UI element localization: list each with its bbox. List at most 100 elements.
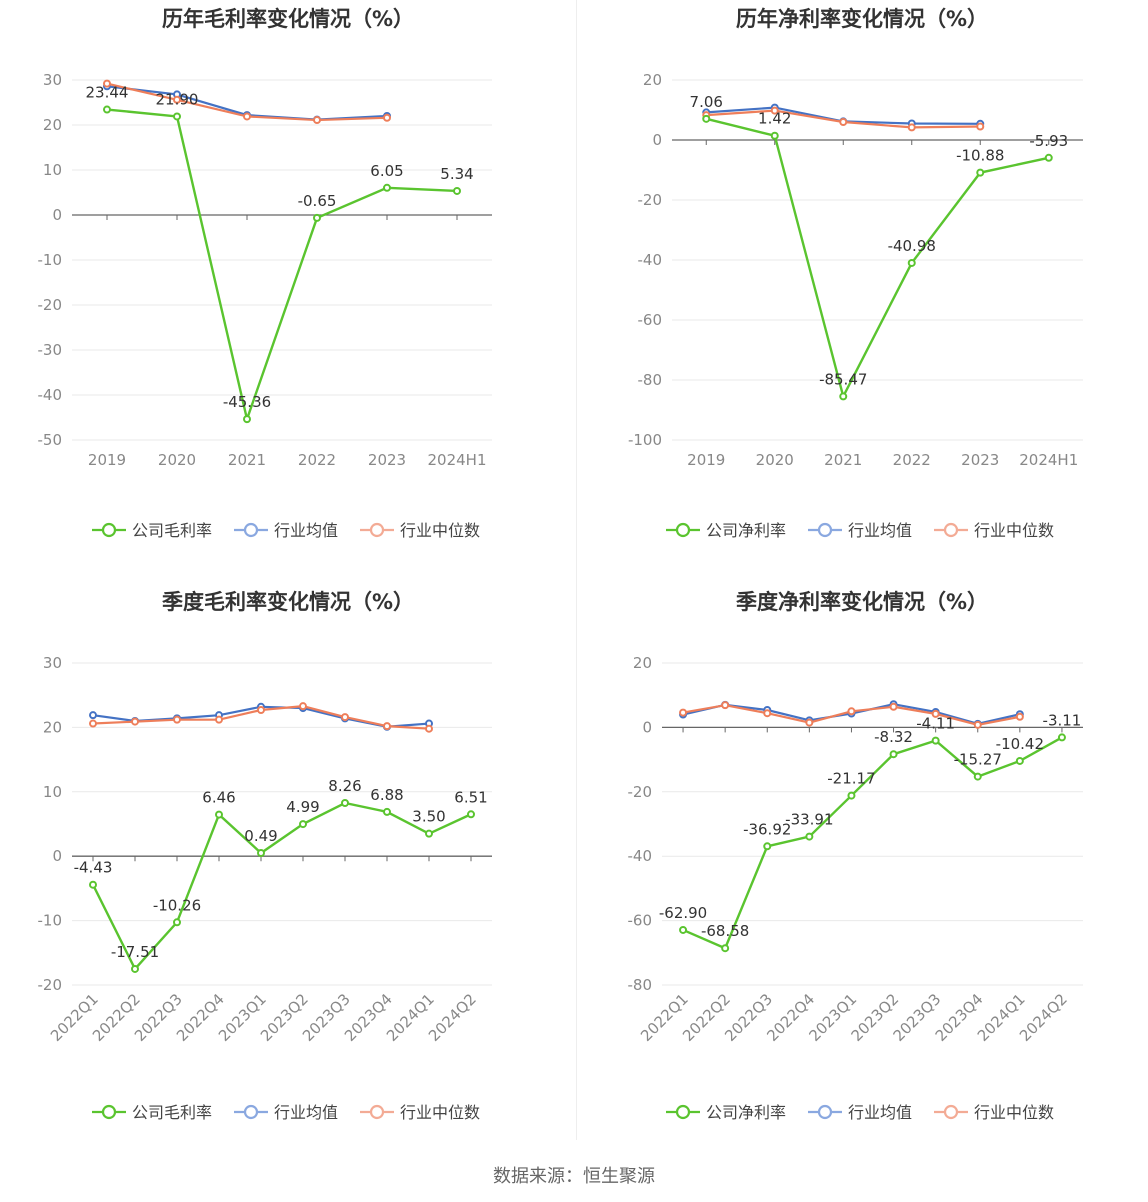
quarterly-net-margin-chart: 季度净利率变化情况（%）200-20-40-60-802022Q12022Q22… — [628, 590, 1083, 1122]
data-label: -10.26 — [153, 896, 201, 914]
legend-swatch-marker — [243, 1104, 259, 1120]
y-tick-label: 30 — [43, 71, 62, 89]
legend-item-industry-median: 行业中位数 — [934, 1103, 1054, 1122]
data-label: 6.88 — [370, 786, 403, 804]
y-tick-label: 10 — [43, 783, 62, 801]
data-point-company — [453, 186, 461, 195]
data-point-industry-median — [131, 717, 139, 726]
legend-label: 行业均值 — [848, 1103, 912, 1122]
legend-swatch-marker — [369, 1104, 385, 1120]
data-label: 5.34 — [440, 165, 473, 183]
x-tick-label: 2023 — [368, 451, 406, 469]
data-point-industry-median — [805, 718, 814, 727]
data-label: -4.43 — [74, 859, 113, 877]
data-point-industry-median — [383, 722, 391, 731]
y-tick-label: 10 — [43, 161, 62, 179]
legend-label: 行业均值 — [274, 521, 338, 540]
legend-label: 行业中位数 — [400, 1103, 480, 1122]
data-point-company — [1015, 756, 1024, 765]
legend-label: 行业中位数 — [974, 521, 1054, 540]
data-point-company — [467, 810, 475, 819]
x-tick-label: 2019 — [88, 451, 126, 469]
legend-item-company: 公司毛利率 — [92, 1103, 212, 1122]
data-point-industry-median — [313, 116, 321, 125]
y-tick-label: -40 — [638, 251, 663, 269]
annual-gross-margin-chart: 历年毛利率变化情况（%） 30 20 10 0 -10 -20 -30 -40 -50 2019 20… — [38, 7, 492, 540]
data-label: -10.88 — [956, 147, 1004, 165]
data-point-company — [931, 736, 940, 745]
y-tick-label: -30 — [38, 341, 63, 359]
y-tick-label: -40 — [628, 847, 653, 865]
data-point-company — [383, 807, 391, 816]
data-point-industry-median — [103, 79, 111, 88]
data-point-company — [702, 114, 711, 123]
y-tick-label: -50 — [38, 431, 63, 449]
data-label: -10.42 — [996, 735, 1044, 753]
x-tick-label: 2021 — [824, 451, 862, 469]
data-source: 数据来源：恒生聚源 — [493, 1166, 655, 1187]
chart-title: 季度净利率变化情况（%） — [736, 590, 988, 614]
data-point-company — [173, 918, 181, 927]
data-point-company — [805, 832, 814, 841]
data-point-industry-avg — [89, 711, 97, 720]
data-point-industry-median — [721, 701, 730, 710]
x-tick-label: 2022 — [298, 451, 336, 469]
y-tick-label: -80 — [628, 976, 653, 994]
series-line-company — [91, 801, 472, 972]
data-point-company — [679, 925, 688, 934]
data-label: 21.90 — [156, 90, 199, 108]
data-point-company — [1057, 733, 1066, 742]
data-point-company — [770, 131, 779, 140]
y-tick-label: 30 — [43, 654, 62, 672]
legend-label: 公司毛利率 — [132, 521, 212, 540]
legend-label: 行业均值 — [848, 521, 912, 540]
data-point-company — [383, 183, 391, 192]
data-point-company — [839, 392, 848, 401]
data-point-company — [313, 213, 321, 222]
legend-swatch-marker — [101, 1104, 117, 1120]
legend-swatch-marker — [817, 522, 833, 538]
data-point-industry-median — [839, 118, 848, 126]
data-point-company — [907, 258, 916, 267]
data-label: -5.93 — [1029, 132, 1068, 150]
x-tick-label: 2020 — [756, 451, 794, 469]
data-label: 8.26 — [328, 777, 361, 795]
series-line-company — [106, 108, 458, 424]
data-point-company — [103, 105, 111, 114]
data-point-industry-median — [173, 95, 181, 104]
x-tick-label: 2023 — [961, 451, 999, 469]
legend-label: 公司净利率 — [706, 1103, 786, 1122]
y-tick-label: -20 — [38, 976, 63, 994]
y-tick-label: 0 — [652, 131, 662, 149]
series-line-company — [705, 117, 1050, 400]
data-label: 6.05 — [370, 162, 403, 180]
y-tick-label: 0 — [52, 847, 62, 865]
chart-body: 历年毛利率变化情况（%） 30 20 10 0 -10 -20 -30 -40 -50 2019 20… — [38, 7, 492, 540]
data-label: -33.91 — [785, 811, 833, 829]
chart-title: 历年净利率变化情况（%） — [736, 7, 988, 31]
data-point-industry-median — [257, 706, 265, 715]
chart-body: 历年净利率变化情况（%） 20 0 -20 -40 -60 -80 -100 2019 2020 2… — [628, 7, 1083, 540]
y-tick-label: -20 — [628, 783, 653, 801]
data-label: 23.44 — [86, 84, 129, 102]
y-tick-label: -10 — [38, 912, 63, 930]
data-point-company — [243, 415, 251, 424]
data-point-industry-median — [973, 720, 982, 729]
data-label: 3.50 — [412, 808, 445, 826]
legend-swatch-marker — [243, 522, 259, 538]
y-tick-label: 0 — [642, 718, 652, 736]
legend-swatch-marker — [101, 522, 117, 538]
legend-label: 行业均值 — [274, 1103, 338, 1122]
legend-item-industry-avg: 行业均值 — [808, 1103, 912, 1122]
legend-label: 行业中位数 — [400, 521, 480, 540]
x-tick-label: 2024H1 — [1019, 451, 1078, 469]
data-point-company — [976, 168, 985, 177]
y-tick-label: -60 — [628, 912, 653, 930]
data-point-industry-median — [215, 715, 223, 724]
data-label: -8.32 — [874, 728, 913, 746]
data-point-industry-median — [341, 713, 349, 722]
chart-panel-quarterly-gross: 季度毛利率变化情况（%） 30 20 10 0 -10 -20 2022Q1 2022Q2 202… — [0, 580, 576, 1150]
y-tick-label: 20 — [43, 718, 62, 736]
chart-panel-quarterly-net: 季度净利率变化情况（%） 20 0 -20 -40 -60 -80 2022Q1 2022Q2 2… — [576, 580, 1148, 1150]
legend-swatch-marker — [943, 1104, 959, 1120]
